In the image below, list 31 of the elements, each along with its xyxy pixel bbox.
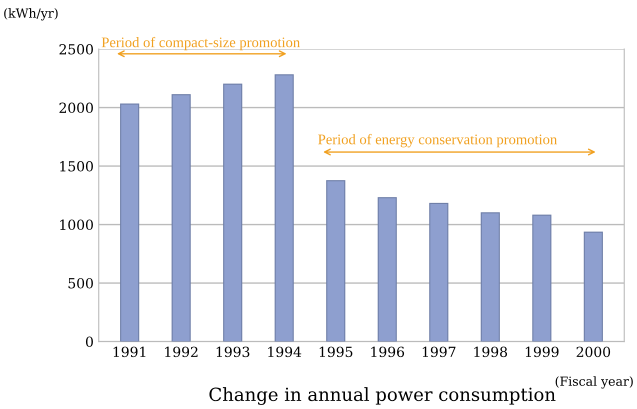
bar xyxy=(429,202,448,342)
y-tick-label: 2000 xyxy=(59,102,93,114)
bar xyxy=(378,197,397,342)
x-tick-label: 1991 xyxy=(114,346,146,358)
text: Change in annual power consumption xyxy=(209,387,556,405)
y-tick-label: 2500 xyxy=(59,44,93,55)
bar xyxy=(584,232,603,342)
y-tick-label: 500 xyxy=(68,278,93,288)
bar xyxy=(223,84,242,342)
x-tick-label: 1993 xyxy=(216,346,250,358)
x-tick-label: 1997 xyxy=(422,346,456,358)
y-tick-label: 0 xyxy=(86,336,93,347)
x-axis-title: (Fiscal year) xyxy=(556,376,633,389)
x-tick-label: 1999 xyxy=(526,346,559,358)
bar xyxy=(172,94,191,342)
x-tick-label: 1994 xyxy=(268,346,302,358)
annotation: Period of compact-size promotion xyxy=(102,36,300,50)
bar xyxy=(480,212,500,342)
y-axis-title: (kWh/yr) xyxy=(4,8,58,20)
bar xyxy=(532,214,552,342)
bar xyxy=(274,74,294,342)
annotation: Period of energy conservation promotion xyxy=(318,134,557,148)
x-tick-label: 1992 xyxy=(165,346,198,358)
bar xyxy=(326,180,346,342)
y-tick-label: 1500 xyxy=(60,161,93,172)
x-tick-label: 2000 xyxy=(576,346,610,358)
y-tick-label: 1000 xyxy=(60,220,93,230)
bar xyxy=(120,104,140,342)
x-tick-label: 1998 xyxy=(474,346,508,358)
x-tick-label: 1995 xyxy=(320,346,352,358)
x-tick-label: 1996 xyxy=(371,346,404,358)
